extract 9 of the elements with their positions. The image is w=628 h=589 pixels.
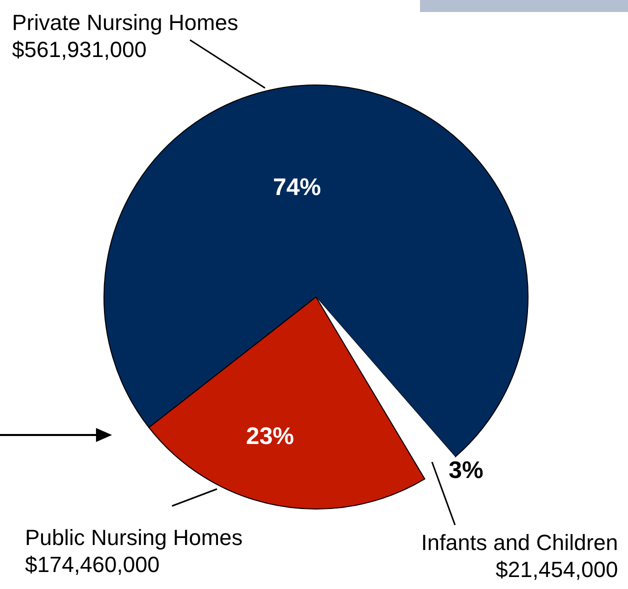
text: 3% (448, 457, 484, 484)
text: 23% (246, 423, 294, 450)
slice-label: Private Nursing Homes (12, 10, 238, 35)
slice-label: Public Nursing Homes (25, 525, 243, 550)
data-label: $561,931,000 (12, 37, 147, 62)
text: 74% (272, 174, 322, 201)
slice-label: Infants and Children (421, 530, 618, 555)
data-label: $174,460,000 (25, 552, 160, 577)
data-label: $21,454,000 (496, 557, 618, 582)
